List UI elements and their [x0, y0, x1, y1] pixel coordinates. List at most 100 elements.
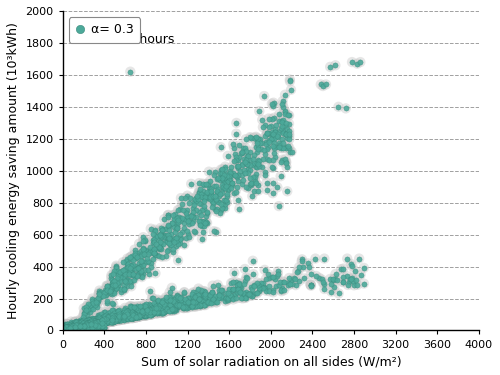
Point	[108, 315, 116, 321]
Point	[122, 312, 130, 318]
Point	[165, 294, 173, 300]
Point	[68, 323, 76, 329]
Point	[137, 263, 145, 269]
Point	[81, 322, 89, 328]
Point	[127, 266, 135, 272]
Point	[285, 131, 293, 137]
Point	[263, 130, 271, 136]
Point	[74, 320, 82, 326]
Point	[82, 322, 90, 328]
Point	[62, 324, 70, 330]
Point	[98, 292, 106, 298]
Point	[64, 325, 72, 331]
Point	[83, 321, 91, 327]
Point	[92, 322, 100, 328]
Point	[206, 192, 214, 198]
Point	[128, 309, 136, 315]
Point	[76, 324, 84, 330]
Point	[64, 324, 72, 330]
Point	[226, 177, 234, 183]
Point	[110, 316, 118, 322]
Point	[132, 305, 140, 311]
Point	[156, 241, 164, 247]
Point	[78, 324, 86, 330]
Point	[78, 323, 86, 329]
Point	[90, 321, 98, 327]
Point	[88, 318, 96, 324]
Point	[108, 315, 116, 321]
Point	[345, 279, 353, 285]
Point	[242, 170, 250, 176]
Point	[163, 297, 171, 303]
Point	[286, 133, 294, 139]
Point	[108, 318, 116, 324]
Point	[76, 324, 84, 330]
Point	[170, 306, 178, 312]
Point	[91, 322, 99, 328]
Point	[103, 284, 111, 290]
Point	[64, 325, 72, 331]
Point	[129, 312, 137, 318]
Point	[66, 324, 74, 330]
Point	[90, 320, 98, 326]
Point	[95, 320, 103, 326]
Point	[260, 172, 268, 178]
Point	[130, 265, 138, 271]
Point	[78, 320, 86, 326]
Point	[238, 296, 246, 302]
Point	[75, 326, 83, 332]
Point	[80, 322, 88, 328]
Point	[96, 320, 104, 326]
Point	[88, 319, 96, 325]
Point	[262, 141, 270, 147]
Point	[70, 322, 78, 328]
Point	[266, 137, 274, 143]
Point	[120, 313, 128, 319]
Point	[84, 318, 92, 324]
Point	[80, 326, 88, 332]
Point	[90, 319, 98, 325]
Point	[108, 319, 116, 325]
Point	[95, 315, 103, 321]
Point	[292, 282, 300, 288]
Point	[66, 326, 74, 332]
Point	[124, 256, 132, 262]
Point	[188, 218, 196, 224]
Point	[203, 220, 211, 226]
Point	[114, 316, 122, 322]
Point	[80, 320, 88, 326]
Point	[84, 323, 92, 329]
Point	[96, 318, 104, 324]
Point	[76, 320, 84, 326]
Point	[196, 302, 204, 308]
Point	[220, 197, 228, 203]
Point	[68, 324, 76, 330]
Point	[80, 321, 88, 327]
Point	[155, 246, 163, 252]
Point	[65, 325, 73, 331]
Point	[280, 279, 287, 285]
Point	[114, 316, 122, 322]
Point	[73, 324, 81, 330]
Point	[67, 323, 75, 329]
Point	[110, 317, 118, 323]
Point	[64, 326, 72, 332]
Point	[104, 316, 112, 322]
Point	[77, 323, 85, 329]
Point	[205, 169, 213, 175]
Point	[90, 321, 98, 327]
Point	[76, 322, 84, 328]
Point	[70, 325, 78, 331]
Point	[169, 246, 177, 252]
Point	[134, 271, 142, 277]
Point	[87, 320, 95, 326]
Point	[93, 315, 101, 321]
Point	[186, 304, 194, 310]
Point	[82, 319, 90, 325]
Point	[203, 296, 211, 302]
Point	[86, 322, 94, 328]
Point	[72, 325, 80, 331]
Point	[60, 324, 68, 330]
Point	[152, 305, 160, 311]
Point	[110, 284, 118, 290]
